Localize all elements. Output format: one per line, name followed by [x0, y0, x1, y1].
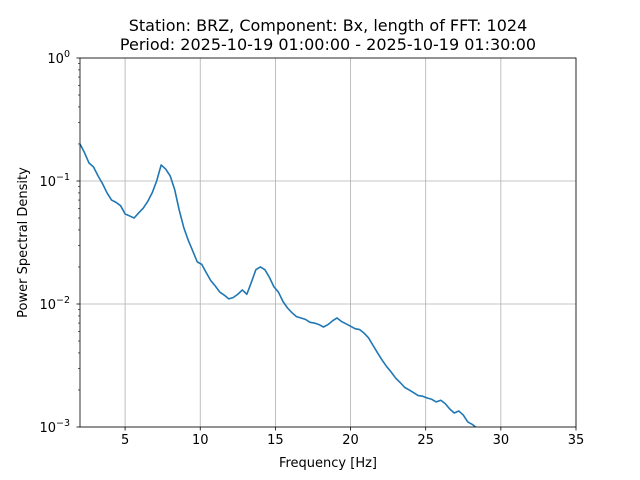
- series-group: [80, 143, 477, 427]
- x-tick-label: 15: [267, 433, 284, 448]
- x-tick-label: 25: [417, 433, 434, 448]
- tick-group: 5 10 15 20 25 30 35 10−3 10−2 10−1 100: [39, 49, 584, 448]
- x-tick-label: 5: [121, 433, 129, 448]
- psd-series-line: [80, 143, 477, 427]
- plot-frame: [79, 57, 577, 428]
- chart-title: Station: BRZ, Component: Bx, length of F…: [128, 16, 528, 35]
- y-axis-label: Power Spectral Density: [16, 167, 31, 318]
- x-tick-label: 35: [568, 433, 585, 448]
- x-tick-label: 10: [192, 433, 209, 448]
- y-tick-label: 10−3: [39, 418, 70, 436]
- x-tick-label: 30: [493, 433, 510, 448]
- chart-subtitle: Period: 2025-10-19 01:00:00 - 2025-10-19…: [119, 35, 537, 54]
- grid-lines: [80, 57, 577, 428]
- y-tick-label: 10−2: [39, 295, 70, 313]
- x-axis-label: Frequency [Hz]: [279, 456, 377, 471]
- y-tick-label: 10−1: [39, 172, 70, 190]
- y-tick-label: 100: [47, 49, 70, 67]
- x-tick-label: 20: [342, 433, 359, 448]
